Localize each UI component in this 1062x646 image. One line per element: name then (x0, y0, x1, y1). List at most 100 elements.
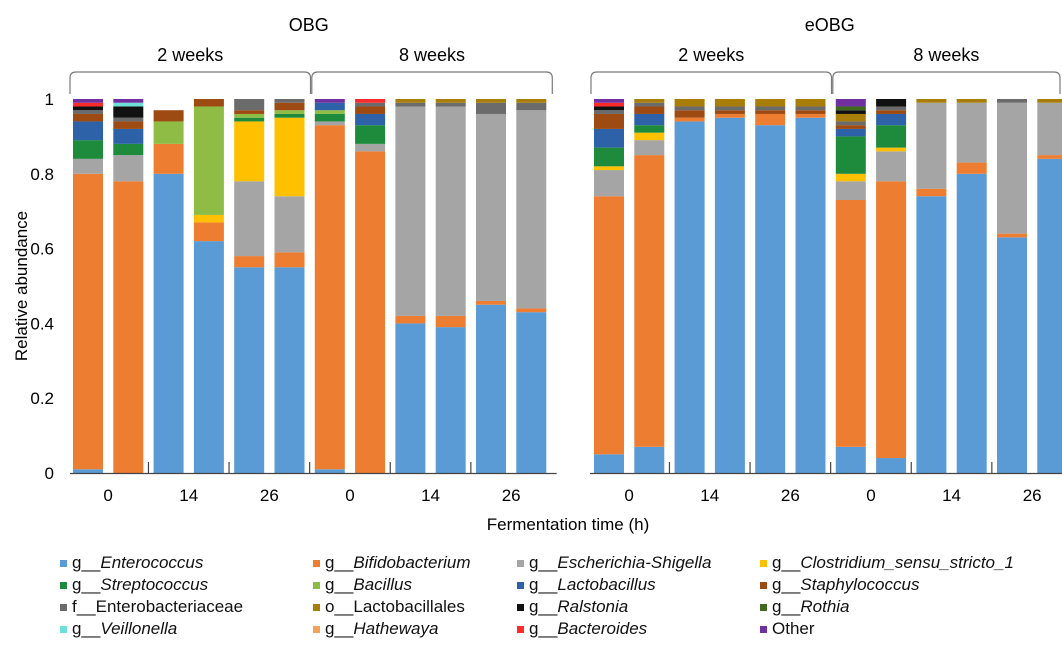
bar-segment-lactobacillales (956, 99, 987, 103)
bar-segment-escherichia-shigella (355, 143, 386, 152)
bar-segment-lactobacillales (835, 113, 866, 122)
legend-prefix: g__ (325, 553, 354, 572)
bar-segment-escherichia-shigella (395, 106, 426, 316)
bar-segment-streptococcus (234, 117, 265, 122)
bar-segment-enterococcus (73, 469, 103, 473)
bar-segment-streptococcus (314, 113, 345, 122)
bar-segment-bifidobacterium (634, 155, 665, 447)
x-tick-label: 26 (781, 486, 800, 505)
legend-prefix: g__ (529, 597, 558, 616)
legend-label: Lactobacillus (557, 575, 656, 594)
legend-item: g__ Streptococcus (60, 575, 208, 595)
bar-segment-lactobacillales (395, 99, 426, 103)
bar-segment-enterococcus (876, 458, 907, 473)
bar-segment-enterococcus (395, 323, 426, 473)
bar-segment-enterococcus (594, 454, 624, 473)
bar-segment-lactobacillus (835, 128, 866, 137)
bar-segment-bacillus (193, 106, 224, 215)
legend-label: Ralstonia (557, 597, 629, 616)
bar-segment-enterococcus (476, 304, 506, 473)
bar-segment-rothia (835, 106, 866, 111)
legend-prefix: g__ (72, 619, 101, 638)
legend-item: g__ Veillonella (60, 619, 177, 639)
legend-label: Other (772, 619, 815, 638)
legend-label: Rothia (800, 597, 850, 616)
legend-prefix: g__ (529, 619, 558, 638)
bar-segment-enterobacteriaceae (634, 102, 665, 107)
legend-swatch (60, 603, 67, 611)
legend-prefix: g__ (72, 575, 101, 594)
legend-swatch (60, 581, 67, 589)
legend-swatch (760, 603, 767, 611)
bar-segment-staphylococcus (113, 121, 144, 129)
bar-segment-lactobacillales (435, 99, 466, 103)
subgroup-label: 2 weeks (157, 45, 223, 65)
bar-segment-lactobacillales (634, 99, 665, 103)
legend-prefix: g__ (772, 597, 801, 616)
bar-segment-enterobacteriaceae (113, 117, 144, 122)
bar-segment-staphylococcus (193, 99, 224, 107)
bar-segment-bifidobacterium (435, 315, 466, 328)
legend-swatch (760, 559, 767, 567)
legend-prefix: g__ (529, 575, 558, 594)
bar-segment-lactobacillus (876, 113, 907, 126)
bar-segment-bifidobacterium (714, 113, 745, 118)
bar-segment-enterobacteriaceae (835, 121, 866, 126)
legend-item: g__ Escherichia-Shigella (517, 553, 711, 573)
bar-segment-lactobacillales (1037, 99, 1062, 103)
legend-swatch (760, 625, 767, 633)
bar-segment-other (113, 99, 144, 103)
bar-segment-escherichia-shigella (835, 181, 866, 200)
bar-segment-staphylococcus (73, 113, 103, 122)
legend-swatch (60, 625, 67, 633)
bar-segment-escherichia-shigella (516, 110, 547, 309)
legend-label: Hathewaya (353, 619, 439, 638)
bar-segment-enterobacteriaceae (516, 102, 547, 111)
bar-segment-lactobacillales (674, 99, 705, 107)
bar-segment-escherichia-shigella (234, 181, 265, 257)
x-tick-label: 26 (1023, 486, 1042, 505)
bar-segment-escherichia-shigella (314, 121, 345, 126)
bar-segment-streptococcus (876, 125, 907, 148)
bar-segment-staphylococcus (274, 102, 305, 111)
bar-segment-streptococcus (634, 125, 665, 133)
bar-segment-other (314, 99, 345, 103)
bar-segment-ralstonia (594, 106, 624, 111)
x-tick-label: 0 (345, 486, 354, 505)
subgroup-bracket (69, 71, 312, 94)
bar-segment-staphylococcus (835, 125, 866, 129)
legend-label: Escherichia-Shigella (557, 553, 712, 572)
bar-segment-streptococcus (355, 125, 386, 144)
bar-segment-enterobacteriaceae (714, 106, 745, 111)
bar-segment-bacteroides (594, 102, 624, 107)
bar-segment-clostridium-sensu-stricto-1 (193, 214, 224, 223)
bar-segment-enterococcus (516, 312, 547, 473)
bar-segment-staphylococcus (674, 110, 705, 118)
legend-label: Lactobacillales (353, 597, 465, 616)
bar-segment-bifidobacterium (113, 181, 144, 473)
bar-segment-bacteroides (73, 102, 103, 107)
legend-label: Bacteroides (557, 619, 648, 638)
bar-segment-staphylococcus (876, 110, 907, 114)
bar-segment-enterococcus (274, 267, 305, 473)
bar-segment-bacillus (274, 110, 305, 114)
legend-item: g__ Staphylococcus (760, 575, 919, 595)
bar-segment-ralstonia (876, 99, 907, 107)
bar-segment-streptococcus (274, 113, 305, 118)
subgroup-bracket (590, 71, 833, 94)
legend-prefix: o__ (325, 597, 354, 616)
bar-segment-lactobacillus (73, 121, 103, 141)
bar-segment-enterococcus (634, 446, 665, 473)
bar-segment-bifidobacterium (274, 252, 305, 268)
bar-segment-escherichia-shigella (73, 158, 103, 174)
legend-prefix: g__ (772, 575, 801, 594)
bar-segment-clostridium-sensu-stricto-1 (274, 117, 305, 197)
subgroup-label: 8 weeks (913, 45, 979, 65)
bar-segment-enterobacteriaceae (355, 102, 386, 107)
bar-segment-enterobacteriaceae (274, 99, 305, 103)
x-tick-label: 0 (624, 486, 633, 505)
bar-segment-clostridium-sensu-stricto-1 (876, 147, 907, 152)
bar-segment-bifidobacterium (476, 300, 506, 305)
bar-segment-bifidobacterium (153, 143, 184, 174)
bar-segment-streptococcus (73, 140, 103, 159)
